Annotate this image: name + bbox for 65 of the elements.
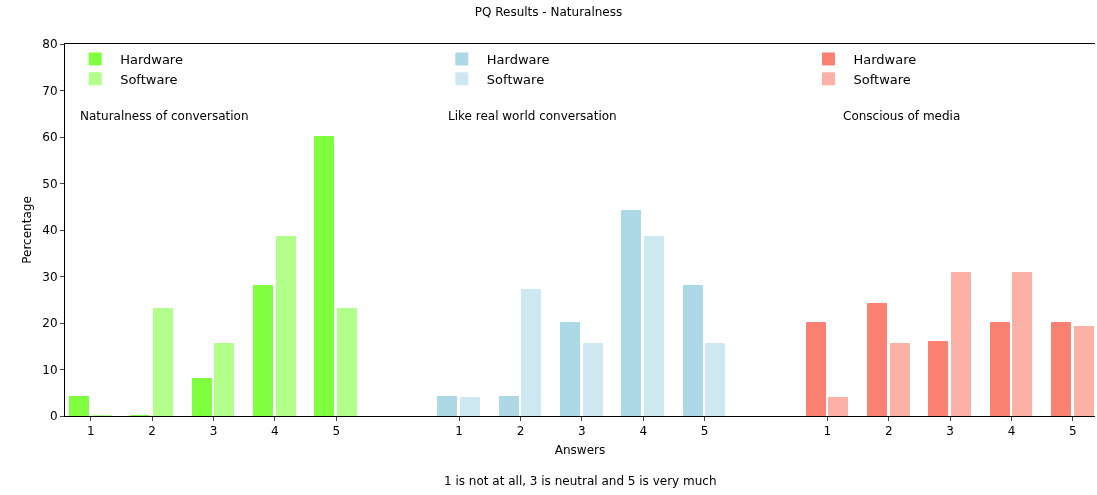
bar — [951, 272, 971, 416]
bar — [314, 136, 334, 416]
x-tick-label: 3 — [209, 424, 218, 439]
bar — [499, 396, 519, 416]
y-tick-label: 50 — [42, 176, 58, 191]
y-tick-label: 60 — [42, 130, 58, 145]
bar — [69, 396, 89, 416]
bar — [1051, 322, 1071, 416]
x-tick-label: 2 — [148, 424, 156, 439]
bar — [1012, 272, 1032, 416]
annotation: Conscious of media — [843, 109, 961, 123]
bar — [460, 397, 480, 416]
bar — [990, 322, 1010, 416]
legend-label: Hardware — [120, 52, 183, 68]
bar — [644, 236, 664, 416]
bar — [437, 396, 457, 416]
y-tick-label: 30 — [42, 269, 58, 284]
x-tick-label: 4 — [1007, 424, 1016, 439]
text: 1 is not at all, 3 is neutral and 5 is very much — [444, 474, 717, 488]
bar — [1074, 326, 1094, 416]
x-axis-title: Answers — [554, 443, 606, 458]
bar — [867, 303, 887, 416]
chart-title: PQ Results - Naturalness — [474, 4, 623, 19]
x-tick-label: 1 — [823, 424, 832, 439]
x-tick-label: 3 — [578, 424, 586, 439]
bar — [276, 236, 296, 416]
bar — [890, 343, 910, 416]
bar — [705, 343, 725, 416]
legend-label: Hardware — [853, 52, 917, 68]
y-tick-label: 80 — [42, 37, 58, 52]
y-tick-label: 70 — [42, 83, 58, 98]
annotation: Like real world conversation — [448, 109, 617, 123]
bar — [683, 285, 703, 416]
bar — [621, 210, 641, 416]
y-tick-label: 40 — [42, 223, 58, 238]
x-tick-label: 4 — [639, 424, 648, 439]
x-tick-label: 3 — [946, 424, 954, 439]
bar — [214, 343, 234, 416]
x-tick-label: 1 — [455, 424, 463, 439]
legend-label: Software — [486, 71, 545, 87]
x-tick-label: 2 — [516, 424, 525, 439]
x-tick-label: 1 — [86, 424, 95, 439]
y-tick-label: 10 — [42, 362, 58, 377]
x-tick-label: 5 — [332, 424, 341, 439]
bar — [583, 343, 603, 416]
legend-label: Hardware — [486, 52, 550, 68]
bar — [828, 397, 848, 416]
bar — [337, 308, 357, 416]
bar — [521, 289, 541, 416]
x-tick-label: 5 — [1069, 424, 1077, 439]
y-tick-label: 20 — [42, 316, 58, 331]
legend-label: Software — [853, 71, 911, 87]
bar — [560, 322, 580, 416]
x-tick-label: 5 — [700, 424, 709, 439]
bar — [253, 285, 273, 416]
bar — [928, 341, 948, 416]
x-tick-label: 4 — [271, 424, 279, 439]
legend-label: Software — [120, 71, 178, 87]
annotation: Naturalness of conversation — [80, 109, 249, 123]
bar — [153, 308, 173, 416]
y-axis-title: Percentage — [19, 196, 34, 264]
x-tick-label: 2 — [884, 424, 893, 439]
bar — [192, 378, 212, 416]
y-tick-label: 0 — [49, 409, 58, 424]
bar — [806, 322, 826, 416]
